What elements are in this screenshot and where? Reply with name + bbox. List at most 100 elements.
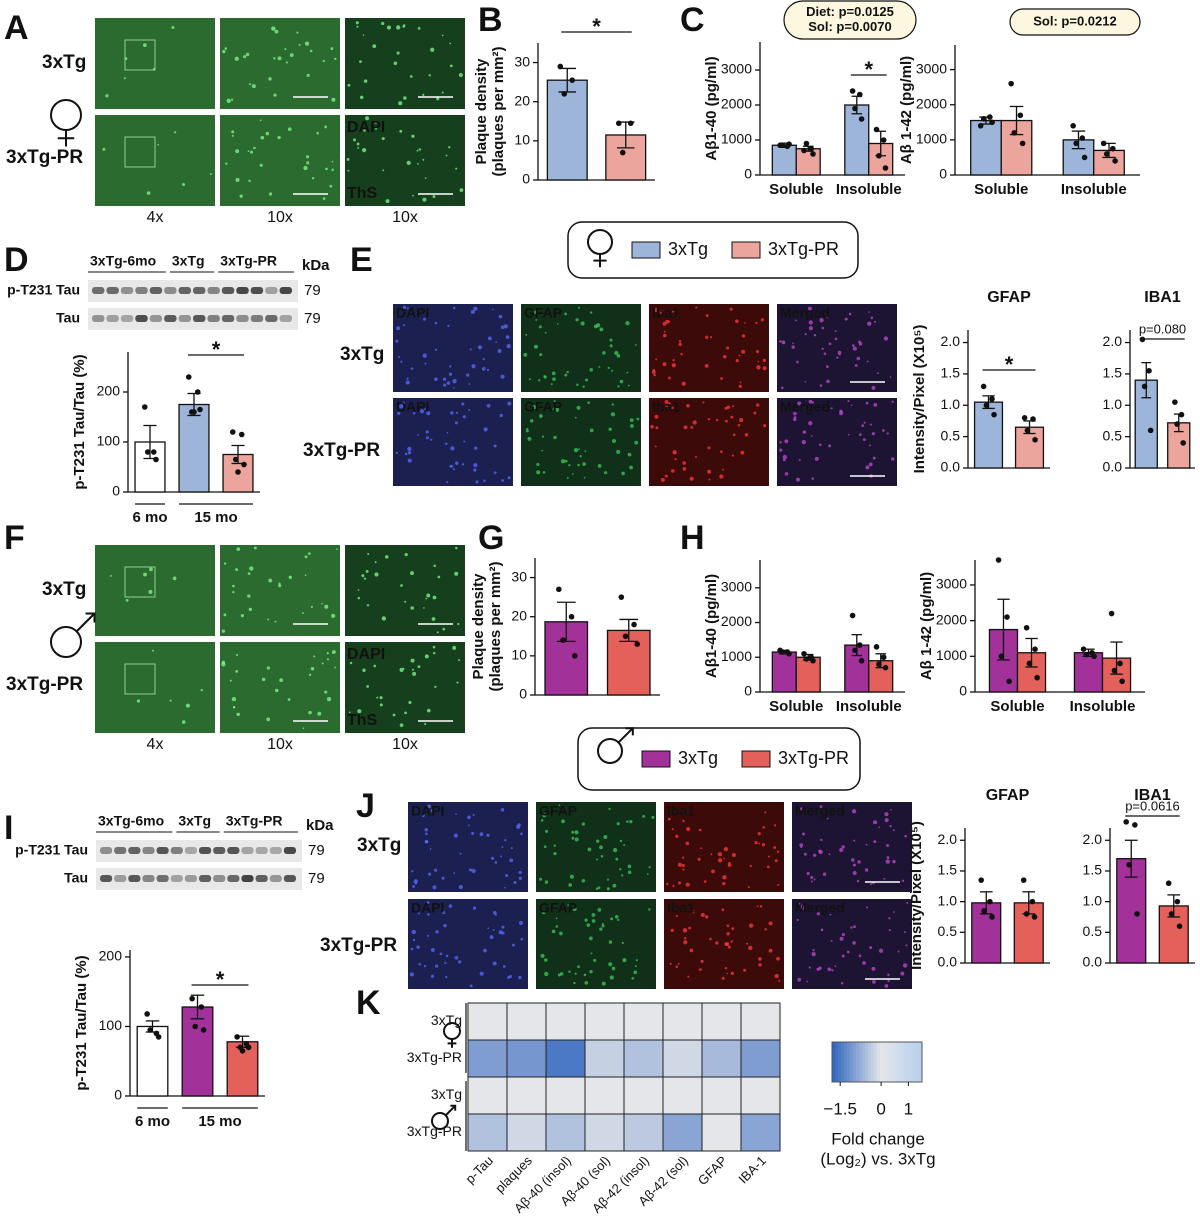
micrograph-cell — [536, 462, 540, 467]
micrograph-cell — [874, 320, 877, 323]
micrograph-cell — [404, 452, 408, 456]
heatmap-cell — [740, 1113, 781, 1152]
micrograph-cell — [768, 921, 773, 926]
micrograph-cell — [501, 479, 504, 482]
micrograph-cell — [487, 336, 492, 341]
micrograph-cell — [745, 942, 749, 945]
micrograph-cell — [865, 465, 870, 470]
heatmap-cell — [701, 1113, 742, 1152]
micrograph-cell — [890, 457, 895, 461]
data-point — [882, 664, 889, 671]
micrograph-cell — [819, 384, 823, 387]
micrograph-cell — [662, 362, 667, 367]
micrograph-cell — [554, 407, 560, 412]
micrograph-cell — [758, 842, 761, 845]
blot-band — [178, 315, 191, 322]
data-point — [1174, 421, 1180, 427]
micrograph-cell — [432, 651, 436, 655]
micrograph-cell — [442, 377, 447, 381]
micrograph-cell — [720, 377, 723, 380]
micrograph-cell — [575, 318, 579, 322]
micrograph-cell — [412, 938, 416, 942]
micrograph-cell — [379, 703, 383, 707]
panel-letter: G — [478, 519, 504, 557]
heatmap-cell — [584, 1076, 625, 1115]
micrograph-cell — [804, 333, 807, 336]
micrograph-cell — [675, 914, 678, 918]
micrograph-cell — [616, 354, 621, 358]
data-point — [1123, 819, 1129, 825]
micrograph-cell — [439, 952, 443, 956]
micrograph-cell — [707, 446, 711, 450]
micrograph-cell — [680, 352, 683, 356]
heatmap-cell — [623, 1113, 664, 1152]
data-point — [556, 586, 562, 593]
micrograph-cell — [611, 369, 614, 372]
micrograph-cell — [301, 612, 304, 615]
y-axis-label: (plaques per mm²) — [487, 561, 504, 691]
micrograph-cell — [671, 406, 674, 410]
row-label: 3xTg-PR — [6, 674, 83, 695]
panel-letter: A — [4, 9, 29, 47]
micrograph-cell — [571, 473, 574, 475]
micrograph-cell — [289, 53, 294, 58]
blot-band — [221, 287, 235, 294]
micrograph-cell — [760, 318, 765, 322]
stain-label: DAPI — [396, 305, 429, 321]
x-tick-label: Soluble — [974, 181, 1028, 198]
data-point — [779, 142, 786, 149]
row-label: 3xTg-PR — [407, 1049, 462, 1065]
y-tick-label: 30 — [514, 53, 530, 69]
micrograph-cell — [381, 137, 385, 141]
y-tick-label: 0 — [114, 1087, 122, 1103]
micrograph-cell — [181, 720, 186, 724]
micrograph-cell — [577, 306, 581, 309]
blot-weight: 79 — [308, 842, 325, 859]
micrograph-cell — [580, 321, 585, 326]
y-tick-label: 10 — [514, 132, 530, 148]
micrograph-cell — [456, 681, 459, 684]
micrograph-cell — [356, 25, 359, 28]
micrograph-cell — [826, 365, 829, 369]
micrograph-cell — [538, 325, 542, 329]
data-point — [1034, 674, 1040, 681]
micrograph-cell — [792, 342, 794, 345]
micrograph-cell — [870, 883, 873, 886]
micrograph-cell — [102, 147, 106, 151]
micrograph-cell — [259, 119, 262, 122]
y-tick-label: 200 — [99, 948, 123, 964]
colorbar-step — [853, 1042, 857, 1082]
micrograph-cell — [434, 377, 438, 382]
micrograph-cell — [608, 427, 612, 431]
micrograph-cell — [413, 879, 418, 884]
micrograph-cell — [659, 309, 664, 314]
micrograph-cell — [850, 404, 853, 406]
micrograph-cell — [574, 972, 577, 975]
legend-label: 3xTg — [678, 748, 718, 768]
micrograph-cell — [489, 935, 494, 940]
micrograph-cell — [303, 165, 308, 171]
micrograph-cell — [883, 336, 889, 341]
micrograph-cell — [385, 199, 390, 204]
micrograph-cell — [472, 906, 477, 910]
y-tick-label: 3000 — [721, 578, 752, 594]
blot-band — [279, 287, 292, 294]
row-label: 3xTg-PR — [6, 147, 83, 168]
micrograph-cell — [730, 971, 735, 976]
blot-band — [142, 875, 155, 882]
micrograph-cell — [384, 555, 389, 559]
micrograph-cell — [455, 461, 459, 465]
micrograph-cell — [865, 401, 869, 405]
y-axis-label: Intensity/Pixel (X10⁵) — [908, 821, 925, 970]
micrograph-cell — [422, 93, 425, 97]
micrograph-cell — [510, 847, 513, 850]
micrograph-cell — [806, 871, 810, 876]
micrograph-cell — [595, 887, 599, 891]
micrograph-cell — [363, 79, 368, 83]
data-point — [995, 557, 1002, 563]
micrograph-cell — [667, 320, 671, 323]
micrograph-cell — [654, 445, 657, 448]
micrograph-cell — [720, 450, 723, 454]
data-point — [189, 995, 195, 1002]
micrograph-cell — [407, 451, 412, 455]
